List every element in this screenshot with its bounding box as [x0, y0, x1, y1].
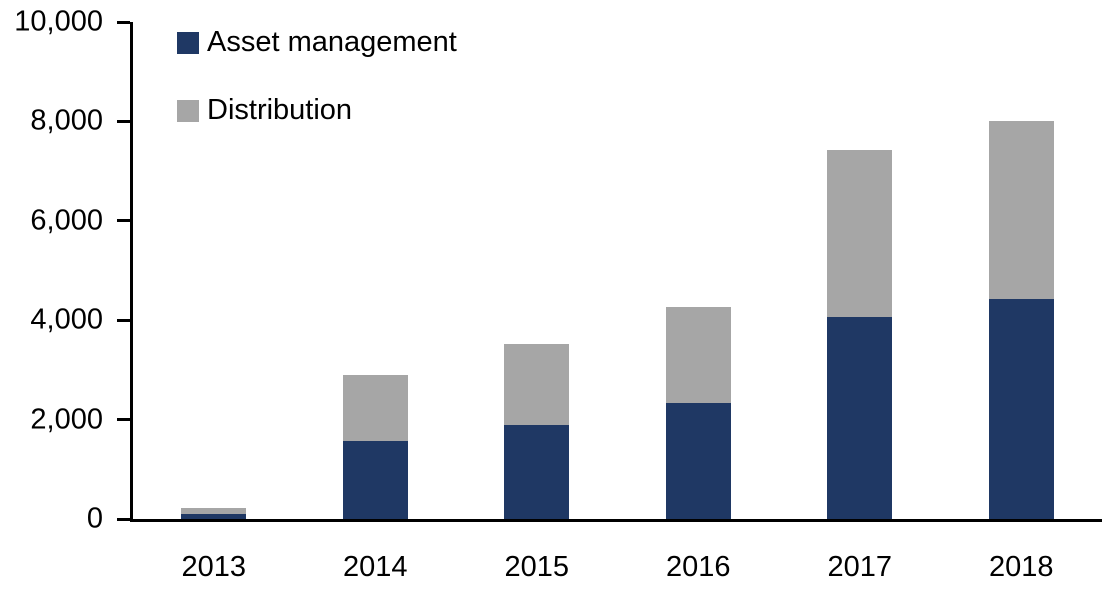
y-tick-mark — [117, 20, 130, 24]
legend-item-asset-management: Asset management — [177, 28, 457, 57]
y-tick-label: 2,000 — [30, 403, 103, 436]
y-tick-mark — [117, 418, 130, 422]
y-tick-label: 8,000 — [30, 104, 103, 137]
y-tick-label: 4,000 — [30, 303, 103, 336]
legend-swatch-icon — [177, 31, 199, 54]
x-tick-label-2013: 2013 — [181, 551, 246, 583]
bar-segment-distribution-2018 — [988, 121, 1054, 299]
bar-segment-asset-management-2014 — [342, 440, 408, 519]
bar-slot-2013 — [133, 22, 295, 519]
bar-slot-2015 — [456, 22, 618, 519]
legend-label: Asset management — [207, 26, 457, 58]
bar-2016 — [665, 306, 731, 519]
x-tick-label-2015: 2015 — [504, 551, 569, 583]
bar-2018 — [988, 121, 1054, 519]
bar-2014 — [342, 375, 408, 519]
bar-segment-distribution-2015 — [504, 343, 570, 425]
bar-slot-2016 — [618, 22, 780, 519]
bar-segment-asset-management-2017 — [827, 316, 893, 519]
bar-slot-2014 — [295, 22, 457, 519]
x-tick-label-2014: 2014 — [342, 551, 408, 583]
legend-label: Distribution — [207, 94, 353, 126]
y-tick-mark — [117, 119, 130, 123]
x-tick-label-2016: 2016 — [665, 551, 731, 583]
x-tick-label-2018: 2018 — [988, 551, 1054, 583]
bar-segment-distribution-2016 — [665, 306, 731, 404]
bar-segment-distribution-2017 — [827, 150, 893, 317]
legend-swatch-icon — [177, 99, 199, 122]
bar-2017 — [827, 150, 893, 519]
bar-segment-asset-management-2015 — [504, 424, 570, 519]
bar-segment-asset-management-2013 — [181, 513, 247, 519]
bar-segment-asset-management-2016 — [665, 403, 731, 519]
y-tick-mark — [117, 517, 130, 521]
bars-area — [133, 22, 1102, 519]
legend-item-distribution: Distribution — [177, 96, 457, 125]
bar-slot-2017 — [779, 22, 941, 519]
y-tick-mark — [117, 318, 130, 322]
bar-2015 — [504, 343, 570, 519]
bar-segment-asset-management-2018 — [988, 298, 1054, 519]
y-tick-label: 0 — [86, 502, 103, 535]
legend: Asset management Distribution — [177, 28, 457, 125]
y-tick-mark — [117, 219, 130, 223]
bar-segment-distribution-2014 — [342, 375, 408, 441]
plot-area: 0 2,000 4,000 6,000 8,000 10,000 2013 2014 2015… — [14, 7, 1102, 582]
bar-slot-2018 — [941, 22, 1102, 519]
x-tick-label-2017: 2017 — [827, 551, 892, 583]
y-tick-label: 6,000 — [30, 204, 103, 237]
y-tick-label: 10,000 — [14, 5, 103, 38]
bar-segment-distribution-2013 — [181, 507, 247, 514]
bar-2013 — [181, 507, 247, 519]
